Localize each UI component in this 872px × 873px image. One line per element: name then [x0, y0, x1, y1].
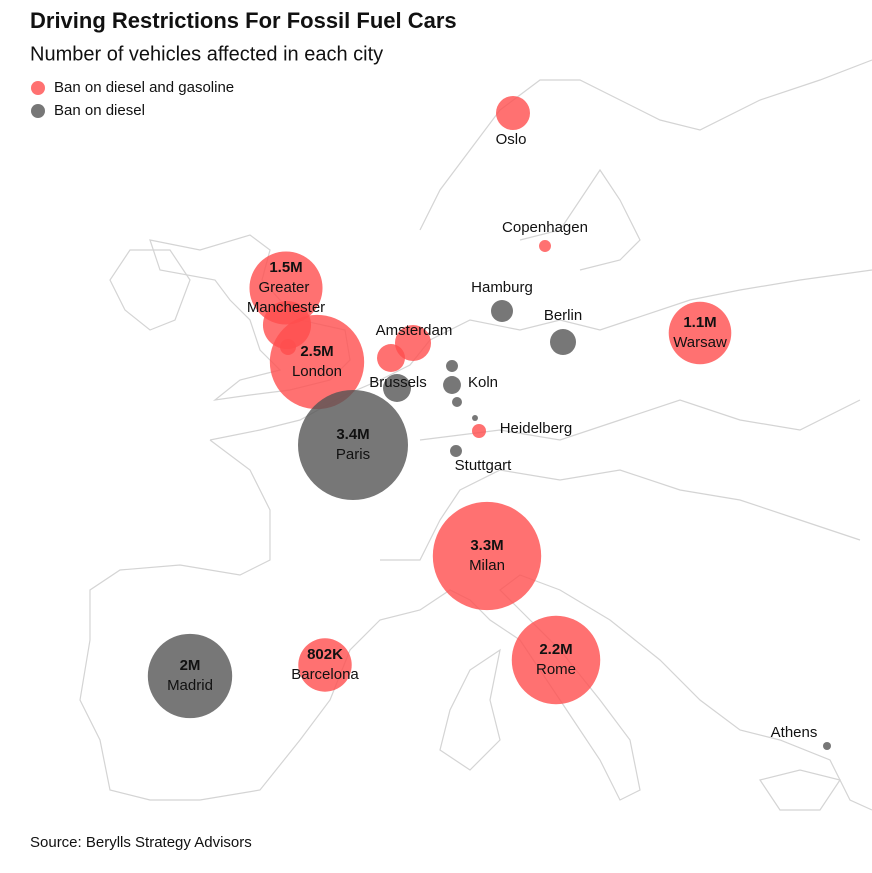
city-label: Berlin — [544, 307, 582, 324]
city-bubble — [377, 344, 405, 372]
labels: Oslo Copenhagen Hamburg Berlin 1.1M Warsaw 1.5… — [167, 131, 817, 741]
value-label: 2.5M — [300, 343, 333, 360]
city-label: Amsterdam — [376, 322, 453, 339]
bubbles — [147, 95, 832, 751]
value-label: 1.5M — [269, 259, 302, 276]
value-label: 2.2M — [539, 641, 572, 658]
city-bubble — [298, 638, 352, 692]
city-bubble — [495, 95, 531, 131]
legend-label: Ban on diesel — [54, 102, 145, 119]
city-label: Stuttgart — [455, 457, 513, 474]
city-label: Copenhagen — [502, 219, 588, 236]
value-label: 1.1M — [683, 314, 716, 331]
city-label: Brussels — [369, 374, 427, 391]
city-bubble — [539, 240, 551, 252]
legend-label: Ban on diesel and gasoline — [54, 79, 234, 96]
city-bubble — [394, 324, 432, 362]
value-label: 2M — [180, 657, 201, 674]
city-label: Warsaw — [673, 334, 727, 351]
source: Source: Berylls Strategy Advisors — [30, 834, 252, 851]
value-label: 3.4M — [336, 426, 369, 443]
city-label: Milan — [469, 557, 505, 574]
city-bubble — [249, 251, 323, 325]
subtitle: Number of vehicles affected in each city — [30, 43, 383, 65]
city-label: Rome — [536, 661, 576, 678]
legend-swatch — [31, 81, 45, 95]
legend-swatch — [31, 104, 45, 118]
city-label: Heidelberg — [500, 420, 573, 437]
city-label: London — [292, 363, 342, 380]
city-bubble — [549, 328, 577, 356]
city-bubble — [147, 633, 233, 719]
city-bubble — [452, 397, 462, 407]
city-bubble — [269, 314, 365, 410]
legend: Ban on diesel and gasoline Ban on diesel — [31, 79, 234, 119]
city-label: Hamburg — [471, 279, 533, 296]
city-label: Greater Manchester — [247, 279, 325, 316]
value-label: 802K — [307, 646, 343, 663]
city-bubble — [383, 374, 411, 402]
city-bubble — [443, 376, 461, 394]
city-bubble — [472, 424, 486, 438]
city-bubble — [668, 301, 732, 365]
title: Driving Restrictions For Fossil Fuel Car… — [30, 8, 457, 33]
city-bubble — [491, 300, 513, 322]
city-bubble — [298, 390, 408, 500]
city-bubble — [432, 501, 542, 611]
city-label: Athens — [771, 724, 818, 741]
city-bubble — [511, 615, 601, 705]
city-bubble — [822, 741, 832, 751]
city-label: Barcelona — [291, 666, 359, 683]
city-bubble — [450, 445, 462, 457]
city-label: Oslo — [496, 131, 527, 148]
city-bubble — [472, 415, 478, 421]
value-label: 3.3M — [470, 537, 503, 554]
city-label: Madrid — [167, 677, 213, 694]
city-label: Koln — [468, 374, 498, 391]
city-bubble — [446, 360, 458, 372]
city-label: Paris — [336, 446, 370, 463]
